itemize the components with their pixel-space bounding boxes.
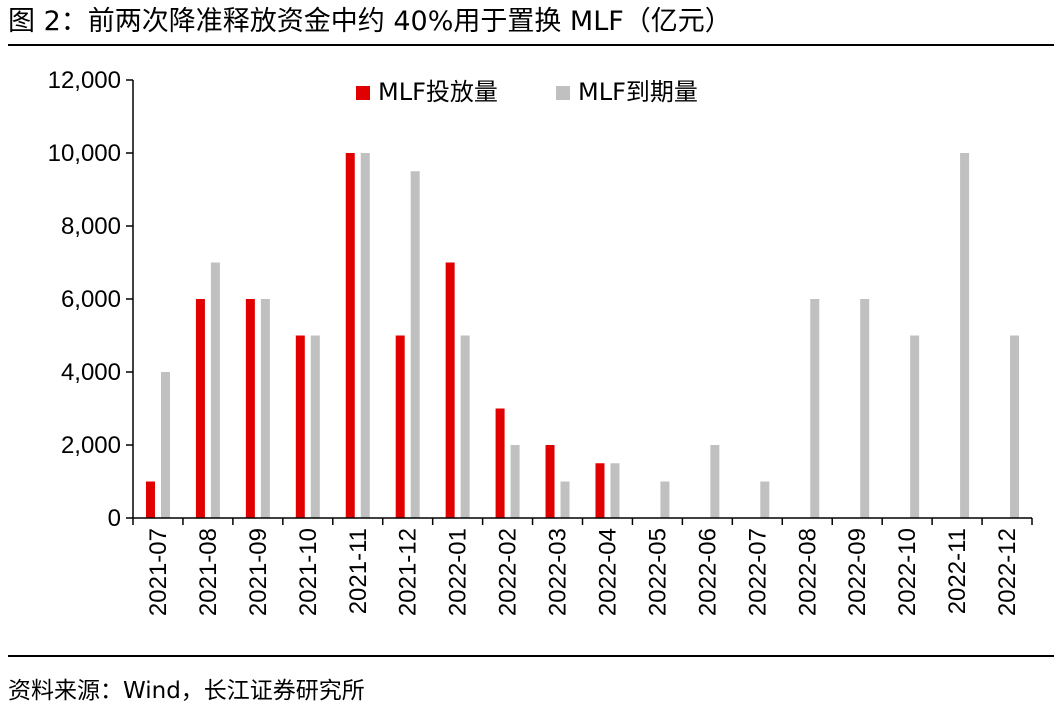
x-tick-label: 2022-04	[594, 528, 621, 616]
legend-label: MLF到期量	[578, 78, 698, 106]
bars-layer	[145, 153, 1020, 518]
x-tick-label: 2021-11	[345, 528, 372, 614]
bar-mlf-maturity-2022-06	[710, 445, 720, 518]
bar-mlf-issuance-2022-03	[545, 445, 555, 518]
x-tick-label: 2021-12	[395, 528, 422, 616]
bar-mlf-maturity-2021-09	[260, 299, 270, 518]
x-tick-label: 2022-10	[894, 528, 921, 616]
y-tick-label: 0	[108, 505, 121, 532]
bar-mlf-maturity-2022-11	[960, 153, 970, 518]
bar-mlf-maturity-2022-12	[1010, 335, 1020, 518]
bar-mlf-issuance-2021-09	[245, 299, 255, 518]
bar-mlf-issuance-2021-10	[295, 335, 305, 518]
x-tick-label: 2022-03	[545, 528, 572, 616]
bar-mlf-maturity-2022-02	[510, 445, 520, 518]
bar-mlf-maturity-2022-04	[610, 463, 620, 518]
legend-swatch	[556, 86, 570, 100]
y-tick-label: 10,000	[48, 140, 121, 167]
x-tick-label: 2021-07	[145, 528, 172, 616]
x-tick-label: 2022-09	[844, 528, 871, 616]
figure-title: 图 2：前两次降准释放资金中约 40%用于置换 MLF（亿元）	[8, 6, 732, 37]
x-tick-label: 2022-05	[644, 528, 671, 616]
source-rule	[8, 655, 1054, 657]
x-ticks: 2021-07 2021-08 2021-09 2021-10 2021-11 2021-…	[132, 518, 1033, 616]
bar-mlf-issuance-2022-01	[445, 262, 455, 518]
legend-label: MLF投放量	[378, 78, 498, 106]
bar-mlf-maturity-2021-12	[410, 171, 420, 518]
bar-mlf-maturity-2022-05	[660, 481, 670, 518]
x-tick-label: 2022-11	[944, 528, 971, 614]
y-tick-label: 12,000	[48, 67, 121, 94]
bar-mlf-issuance-2022-04	[595, 463, 605, 518]
x-tick-label: 2021-10	[295, 528, 322, 616]
bar-mlf-issuance-2022-02	[495, 408, 505, 518]
bar-mlf-maturity-2022-03	[560, 481, 570, 518]
y-tick-label: 8,000	[61, 213, 121, 240]
bar-mlf-issuance-2021-12	[395, 335, 405, 518]
bar-mlf-maturity-2022-09	[860, 299, 870, 518]
y-tick-label: 6,000	[61, 286, 121, 313]
x-tick-label: 2022-01	[445, 528, 472, 616]
x-tick-label: 2021-08	[195, 528, 222, 616]
bar-chart: 0 2,000 4,000 6,000 8,000 10,000 12,000 2021-0…	[48, 67, 1033, 616]
legend: MLF投放量 MLF到期量	[356, 78, 698, 106]
legend-swatch	[356, 86, 370, 100]
x-tick-label: 2022-06	[694, 528, 721, 616]
y-tick-label: 2,000	[61, 432, 121, 459]
bar-mlf-issuance-2021-07	[145, 481, 155, 518]
bar-mlf-maturity-2022-07	[760, 481, 770, 518]
y-ticks: 0 2,000 4,000 6,000 8,000 10,000 12,000	[48, 67, 133, 532]
x-tick-label: 2022-12	[994, 528, 1021, 616]
x-tick-label: 2022-08	[794, 528, 821, 616]
x-tick-label: 2022-02	[495, 528, 522, 616]
bar-mlf-issuance-2021-11	[345, 153, 355, 518]
bar-mlf-maturity-2021-11	[360, 153, 370, 518]
source-note: 资料来源：Wind，长江证券研究所	[8, 678, 365, 704]
x-tick-label: 2022-07	[744, 528, 771, 616]
bar-mlf-maturity-2022-08	[810, 299, 820, 518]
x-tick-label: 2021-09	[245, 528, 272, 616]
bar-mlf-maturity-2022-10	[910, 335, 920, 518]
bar-mlf-maturity-2021-07	[160, 372, 170, 518]
y-tick-label: 4,000	[61, 359, 121, 386]
title-rule	[8, 44, 1054, 46]
bar-mlf-maturity-2022-01	[460, 335, 470, 518]
bar-mlf-maturity-2021-08	[210, 262, 220, 518]
bar-mlf-issuance-2021-08	[195, 299, 205, 518]
bar-mlf-maturity-2021-10	[310, 335, 320, 518]
